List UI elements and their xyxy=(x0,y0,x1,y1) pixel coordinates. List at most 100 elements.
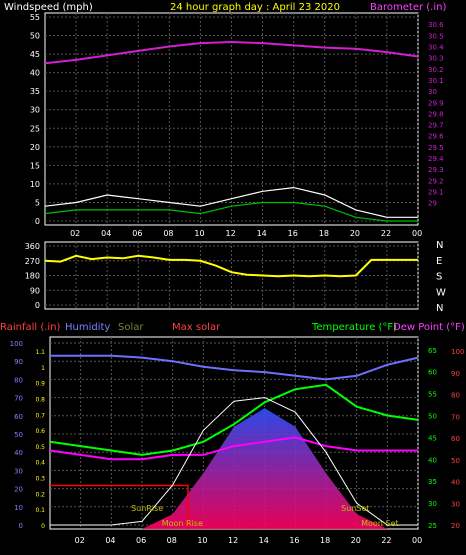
y2-tick-label: 29.5 xyxy=(428,144,444,152)
x-tick-label: 16 xyxy=(289,536,299,545)
y-tick-label: 0 xyxy=(35,301,40,310)
x-tick-label: 16 xyxy=(288,229,298,238)
humidity-tick-label: 70 xyxy=(14,395,23,403)
x-tick-label: 00 xyxy=(412,536,422,545)
x-tick-label: 22 xyxy=(381,229,391,238)
annotation-label: SunSet xyxy=(341,504,369,513)
x-tick-label: 18 xyxy=(319,229,329,238)
barometer-label: Barometer (.in) xyxy=(370,2,446,13)
y-tick-label: 10 xyxy=(30,180,40,189)
x-tick-label: 04 xyxy=(101,229,111,238)
temp-tick-label: 40 xyxy=(428,456,437,464)
annotation-label: Moon Set xyxy=(361,519,398,528)
x-tick-label: 14 xyxy=(257,229,267,238)
y2-tick-label: 30.3 xyxy=(428,55,444,63)
series-dewpoint-line xyxy=(49,436,418,461)
x-tick-label: 04 xyxy=(105,536,115,545)
rain-tick-label: 0.3 xyxy=(35,476,45,483)
x-tick-label: 12 xyxy=(228,536,238,545)
windspeed-label: Windspeed (mph) xyxy=(4,2,93,13)
y-tick-label: 40 xyxy=(30,69,40,78)
max-solar-label: Max solar xyxy=(172,322,221,333)
series-temperature-line xyxy=(49,383,419,456)
series-humidity-line xyxy=(50,354,419,381)
series-barometer-line xyxy=(44,40,419,65)
y2-tick-label: 29.2 xyxy=(428,177,444,185)
x-tick-label: 08 xyxy=(163,229,173,238)
direction-label: S xyxy=(436,272,442,283)
solar-area xyxy=(50,408,418,529)
dewpoint-label: Dew Point (°F) xyxy=(393,322,465,333)
x-tick-label: 02 xyxy=(75,536,85,545)
direction-label: W xyxy=(436,287,446,298)
y2-tick-label: 29.1 xyxy=(428,189,444,197)
y-tick-label: 90 xyxy=(30,286,40,295)
temp-tick-label: 65 xyxy=(428,347,437,355)
direction-label: N xyxy=(436,240,443,251)
dew-tick-label: 50 xyxy=(451,457,460,465)
y-tick-label: 180 xyxy=(25,272,40,281)
y-tick-label: 20 xyxy=(30,143,40,152)
humidity-label: Humidity xyxy=(65,322,110,333)
annotation-label: Moon Rise xyxy=(162,519,203,528)
dew-tick-label: 70 xyxy=(451,413,460,421)
y2-tick-label: 30.6 xyxy=(428,21,444,29)
dew-tick-label: 100 xyxy=(451,348,464,356)
rain-tick-label: 0.2 xyxy=(35,491,45,498)
rain-tick-label: 0 xyxy=(41,523,45,530)
y2-tick-label: 29.7 xyxy=(428,122,444,130)
y-tick-label: 5 xyxy=(35,198,40,207)
rain-tick-label: 1 xyxy=(41,365,45,372)
x-tick-label: 06 xyxy=(132,229,142,238)
humidity-tick-label: 50 xyxy=(14,431,23,439)
y2-tick-label: 29.8 xyxy=(428,110,444,118)
temp-tick-label: 55 xyxy=(428,391,437,399)
rain-tick-label: 0.6 xyxy=(35,428,45,435)
y2-tick-label: 29.6 xyxy=(428,133,444,141)
rain-tick-label: 0.5 xyxy=(35,444,45,451)
humidity-tick-label: 20 xyxy=(14,486,23,494)
x-tick-label: 18 xyxy=(320,536,330,545)
y-tick-label: 15 xyxy=(30,161,40,170)
series-direction-line xyxy=(44,254,418,278)
humidity-tick-label: 100 xyxy=(10,340,23,348)
rainfall-line xyxy=(50,484,189,529)
y-tick-label: 0 xyxy=(35,217,40,226)
y-tick-label: 55 xyxy=(30,13,40,22)
humidity-tick-label: 40 xyxy=(14,449,23,457)
series-wind-line xyxy=(44,186,418,218)
y2-tick-label: 30.2 xyxy=(428,66,444,74)
direction-label: N xyxy=(436,303,443,314)
y-tick-label: 35 xyxy=(30,87,40,96)
temp-tick-label: 25 xyxy=(428,522,437,530)
dew-tick-label: 30 xyxy=(451,500,460,508)
rain-tick-label: 0.4 xyxy=(35,460,45,467)
humidity-tick-label: 60 xyxy=(14,413,23,421)
y-tick-label: 360 xyxy=(25,242,40,251)
x-tick-label: 10 xyxy=(197,536,207,545)
y-tick-label: 25 xyxy=(30,124,40,133)
x-tick-label: 08 xyxy=(167,536,177,545)
wind-barometer-chart: 02 04 06 08 10 12 14 16 18 20 22 000510152025303540… xyxy=(30,13,444,238)
humidity-tick-label: 30 xyxy=(14,467,23,475)
rain-tick-label: 0.1 xyxy=(35,507,45,514)
y2-tick-label: 29 xyxy=(428,200,437,208)
graph-title: 24 hour graph day : April 23 2020 xyxy=(170,2,340,13)
series-max-solar-line xyxy=(50,397,418,526)
y-tick-label: 50 xyxy=(30,32,40,41)
humidity-tick-label: 80 xyxy=(14,376,23,384)
x-tick-label: 02 xyxy=(70,229,80,238)
temp-tick-label: 60 xyxy=(428,369,437,377)
x-tick-label: 14 xyxy=(259,536,269,545)
y-tick-label: 30 xyxy=(30,106,40,115)
y2-tick-label: 30.4 xyxy=(428,43,444,51)
direction-label: E xyxy=(436,256,442,267)
y2-tick-label: 30 xyxy=(428,88,437,96)
rain-tick-label: 1.1 xyxy=(35,349,45,356)
x-tick-label: 10 xyxy=(194,229,204,238)
rain-tick-label: 0.9 xyxy=(35,381,45,388)
dew-tick-label: 20 xyxy=(451,522,460,530)
annotation-label: SunRise xyxy=(131,504,163,513)
